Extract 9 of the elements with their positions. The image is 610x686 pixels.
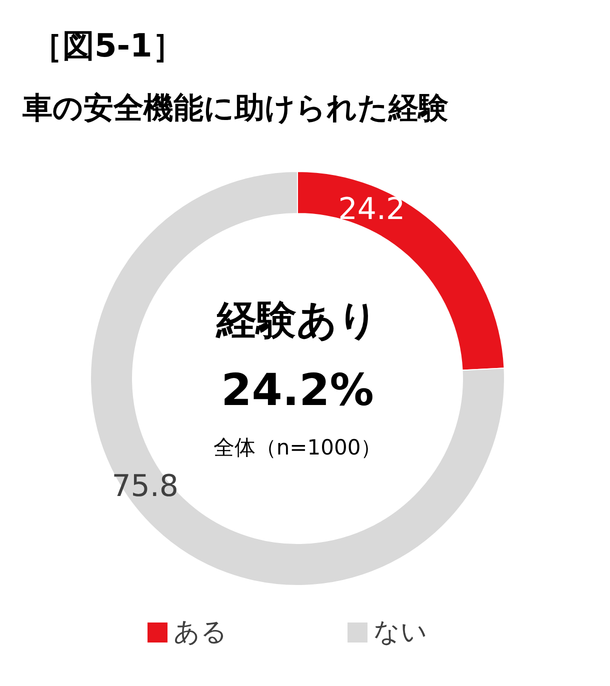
chart-subtitle: 車の安全機能に助けられた経験 [22, 91, 448, 126]
data-label: 24.2 [338, 192, 406, 227]
legend-label: ある [174, 618, 228, 648]
text: 全体（n=1000） [213, 436, 382, 460]
data-label: 75.8 [112, 469, 178, 504]
chart-title: ［図5-1］ [30, 26, 184, 64]
text: 24.2% [221, 365, 374, 416]
text: 経験あり [216, 298, 378, 344]
legend-label: ない [374, 618, 428, 648]
